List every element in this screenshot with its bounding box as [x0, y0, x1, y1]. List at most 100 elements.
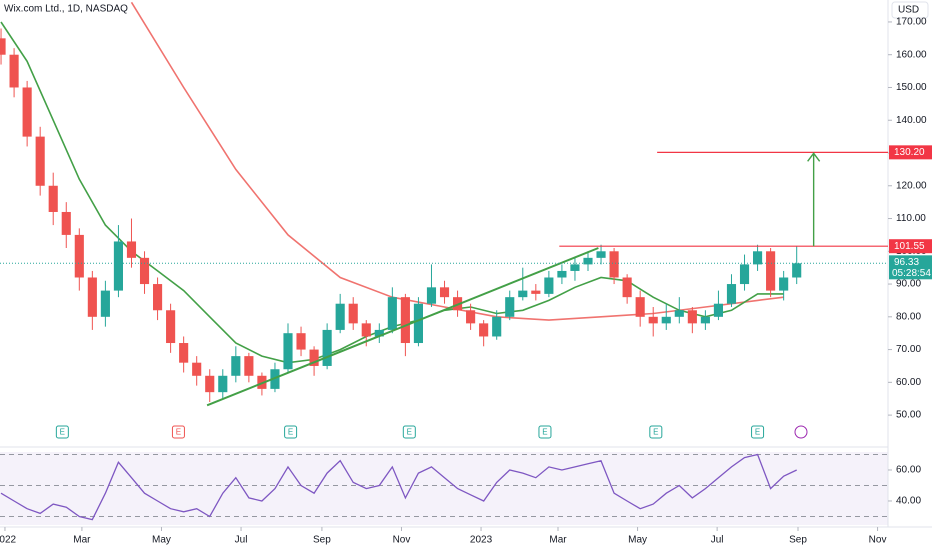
event-badge[interactable] [55, 425, 69, 439]
event-label: E [755, 428, 760, 437]
candle-body [544, 277, 554, 294]
candle-body [583, 257, 593, 265]
x-tick-label: May [152, 535, 171, 546]
trendline [206, 247, 599, 407]
candle-body [139, 257, 150, 285]
y-tick-label: 90.00 [896, 279, 921, 290]
candle-body [531, 290, 541, 294]
candle-body [153, 284, 163, 311]
candle-body [218, 375, 228, 393]
y-tick-label: 50.00 [896, 410, 921, 421]
event-badge[interactable] [171, 425, 185, 439]
candle-body [283, 333, 293, 370]
event-badge[interactable] [649, 425, 663, 439]
candle-body [648, 316, 658, 324]
y-tick-label: 120.00 [896, 180, 927, 191]
candle-body [61, 211, 71, 235]
candle-body [596, 251, 606, 258]
candle-body [192, 362, 202, 376]
candle-body [126, 241, 137, 258]
rsi-line [0, 453, 797, 521]
countdown: 05:28:54 [892, 268, 931, 279]
event-badge[interactable] [751, 425, 765, 439]
x-tick-label: Sep [313, 535, 331, 546]
candle-body [479, 323, 489, 337]
currency: USD [898, 5, 919, 16]
level-label: 130.20 [894, 147, 925, 158]
x-tick-label: Nov [869, 535, 887, 546]
x-tick-label: 2023 [470, 535, 493, 546]
y-tick-label: 60.00 [896, 377, 921, 388]
event-badge[interactable] [402, 425, 416, 439]
y-tick-label: 160.00 [896, 49, 927, 60]
candle-body [687, 310, 697, 324]
level-tag [889, 145, 932, 160]
candle-body [779, 277, 789, 291]
x-tick-label: Nov [393, 535, 411, 546]
candle-body [492, 316, 502, 337]
price-pane [0, 1, 802, 407]
level-label: 101.55 [894, 241, 925, 252]
rsi-background [0, 452, 888, 525]
last-price-label: 96.33 [894, 257, 919, 268]
candle-body [400, 297, 410, 344]
candle-body [348, 303, 358, 324]
y-tick-label: 140.00 [896, 115, 927, 126]
chart-title: Wix.com Ltd., 1D, NASDAQ [4, 4, 128, 15]
candle-body [570, 264, 580, 271]
currency-box[interactable] [891, 1, 929, 19]
candle-body [426, 287, 437, 304]
candle-body [374, 329, 384, 337]
candle-body [753, 251, 763, 265]
candle-body [466, 310, 476, 324]
x-tick-label: Mar [73, 535, 91, 546]
candle-body [518, 290, 528, 298]
candle-body [766, 251, 776, 291]
event-label: E [407, 428, 412, 437]
event-badge[interactable] [284, 425, 298, 439]
candle-body [726, 284, 737, 304]
candle-body [9, 54, 19, 88]
rsi-tick-label: 40.00 [896, 496, 921, 507]
event-badge[interactable] [538, 425, 552, 439]
y-tick-label: 110.00 [896, 213, 926, 224]
candle-body [244, 356, 254, 376]
event-label: E [176, 428, 181, 437]
candle-body [309, 349, 319, 366]
candle-body [22, 87, 32, 137]
candle-body [661, 316, 671, 324]
candle-body [166, 310, 176, 344]
event-flash[interactable] [794, 425, 808, 439]
candle-body [179, 343, 189, 363]
x-tick-label: Mar [549, 535, 567, 546]
x-tick-label: Jul [235, 535, 248, 546]
rsi-tick-label: 60.00 [896, 465, 921, 476]
candle-body [335, 303, 345, 330]
candle-body [439, 287, 450, 298]
candle-body [674, 310, 684, 317]
y-tick-label: 150.00 [896, 82, 927, 93]
candle-body [74, 234, 84, 278]
candle-body [792, 263, 802, 278]
candle-body [35, 136, 45, 186]
last-price-tag [889, 255, 932, 280]
candle-body [296, 333, 306, 350]
y-tick-label: 170.00 [896, 17, 927, 28]
candle-body [700, 316, 710, 324]
candle-body [87, 277, 97, 317]
level-tag [889, 239, 932, 254]
event-label: E [542, 428, 547, 437]
candle-body [387, 297, 397, 330]
event-label: E [653, 428, 658, 437]
y-tick-label: 80.00 [896, 311, 921, 322]
candle-body [231, 356, 241, 376]
candle-body [48, 185, 58, 212]
candle-body [739, 264, 750, 285]
target-arrowhead [807, 152, 821, 162]
candle-body [713, 303, 723, 317]
x-tick-label: Jul [711, 535, 724, 546]
x-tick-label: Sep [789, 535, 807, 546]
event-label: E [288, 428, 293, 437]
